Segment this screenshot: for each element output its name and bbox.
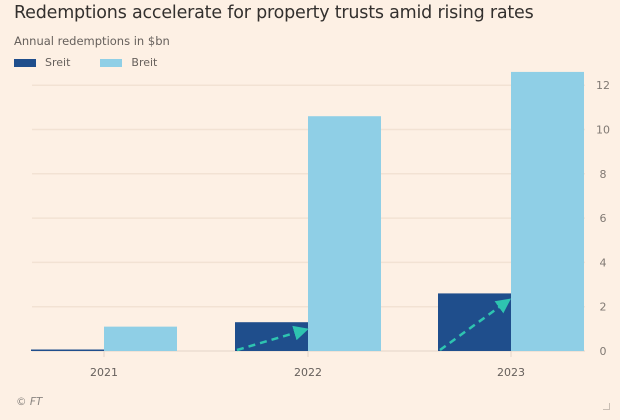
- bar-breit-2023: [511, 71, 584, 351]
- legend-label-sreit: Sreit: [45, 56, 71, 69]
- chart-subtitle: Annual redemptions in $bn: [14, 34, 170, 48]
- y-tick-label: 8: [600, 168, 607, 181]
- resize-handle-icon: [603, 403, 610, 410]
- bar-sreit-2023: [438, 293, 511, 351]
- y-tick-label: 10: [596, 124, 610, 137]
- x-tick-label: 2023: [497, 366, 525, 379]
- y-tick-label: 0: [600, 345, 607, 358]
- bar-sreit-2021: [31, 349, 104, 351]
- y-tick-label: 2: [600, 301, 607, 314]
- legend-label-breit: Breit: [131, 56, 158, 69]
- y-tick-label: 6: [600, 212, 607, 225]
- legend-item-sreit: Sreit: [14, 56, 70, 69]
- chart-title: Redemptions accelerate for property trus…: [14, 3, 534, 23]
- legend-swatch-breit: [100, 58, 123, 67]
- bar-breit-2022: [308, 116, 381, 352]
- dashed-arrow-annotation: [439, 298, 512, 352]
- bar-breit-2021: [104, 326, 177, 351]
- y-tick-label: 12: [596, 79, 610, 92]
- legend-swatch-sreit: [14, 58, 36, 67]
- legend: Sreit Breit: [14, 56, 187, 69]
- source-credit: © FT: [16, 396, 43, 408]
- x-tick-label: 2021: [90, 366, 118, 379]
- x-tick-label: 2022: [294, 366, 322, 379]
- legend-item-breit: Breit: [100, 56, 157, 69]
- bar-sreit-2022: [235, 322, 308, 351]
- y-tick-label: 4: [600, 256, 607, 269]
